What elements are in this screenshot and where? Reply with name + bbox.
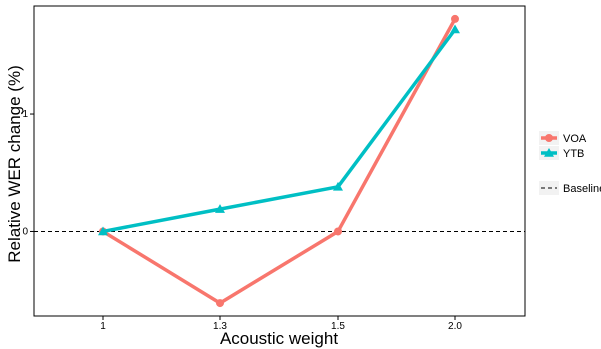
x-tick-label-1: 1.3	[213, 321, 227, 332]
point-voa-1	[216, 299, 224, 308]
y-tick-label-0: 0	[22, 226, 28, 237]
legend-marker-ytb	[544, 148, 554, 157]
series-line-voa	[101, 17, 457, 305]
legend-marker-voa	[545, 134, 553, 142]
legend: VOA YTB Baseline	[539, 131, 601, 195]
point-voa-2	[334, 227, 342, 236]
point-ytb-3	[450, 24, 460, 34]
legend-label-ytb: YTB	[563, 148, 584, 160]
series-line-ytb	[101, 27, 457, 234]
y-axis-title: Relative WER change (%)	[5, 65, 24, 262]
x-axis-title: Acoustic weight	[220, 329, 338, 348]
plot-panel	[33, 5, 526, 317]
point-ytb-0	[98, 226, 108, 236]
point-ytb-2	[333, 181, 343, 191]
x-tick-label-0: 1	[100, 321, 106, 332]
legend-label-baseline: Baseline	[563, 183, 601, 195]
point-ytb-1	[215, 204, 225, 213]
x-axis: 1 1.3 1.5 2.0	[100, 316, 462, 332]
series-layer	[98, 14, 460, 308]
x-tick-label-3: 2.0	[448, 321, 462, 332]
y-axis: 01	[22, 109, 34, 237]
legend-label-voa: VOA	[563, 133, 587, 145]
x-tick-label-2: 1.5	[331, 321, 345, 332]
point-voa-3	[451, 14, 459, 23]
y-tick-label-1: 1	[22, 109, 28, 120]
